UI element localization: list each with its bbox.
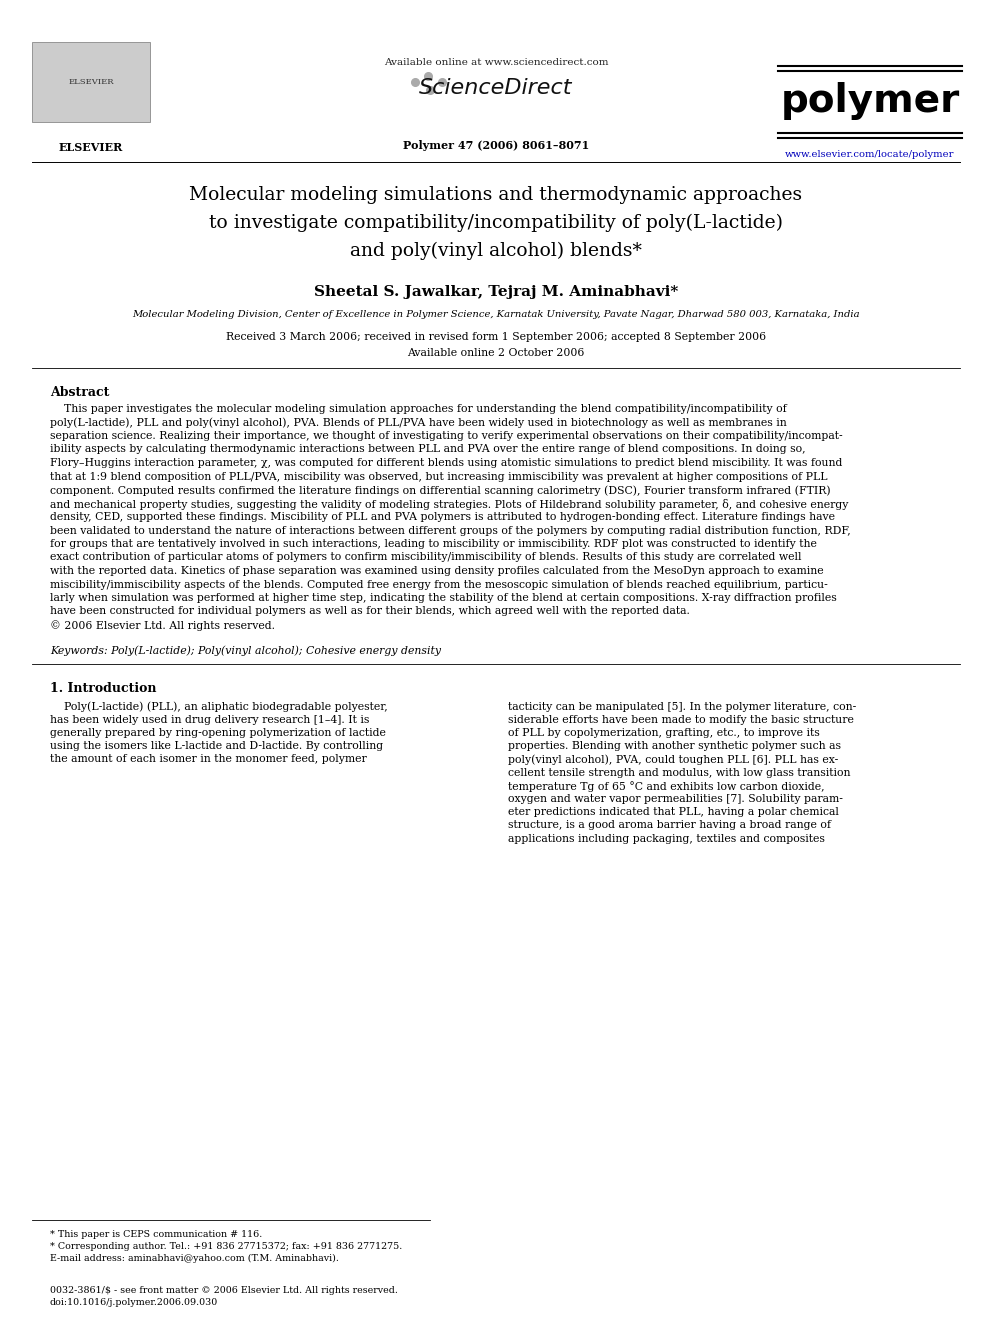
Text: Polymer 47 (2006) 8061–8071: Polymer 47 (2006) 8061–8071 xyxy=(403,140,589,151)
FancyBboxPatch shape xyxy=(32,42,150,122)
Text: oxygen and water vapor permeabilities [7]. Solubility param-: oxygen and water vapor permeabilities [7… xyxy=(508,794,843,804)
Text: Keywords: Poly(L-lactide); Poly(vinyl alcohol); Cohesive energy density: Keywords: Poly(L-lactide); Poly(vinyl al… xyxy=(50,646,441,656)
Text: been validated to understand the nature of interactions between different groups: been validated to understand the nature … xyxy=(50,525,851,536)
Text: eter predictions indicated that PLL, having a polar chemical: eter predictions indicated that PLL, hav… xyxy=(508,807,839,818)
Text: with the reported data. Kinetics of phase separation was examined using density : with the reported data. Kinetics of phas… xyxy=(50,566,823,576)
Text: and mechanical property studies, suggesting the validity of modeling strategies.: and mechanical property studies, suggest… xyxy=(50,499,848,509)
Text: the amount of each isomer in the monomer feed, polymer: the amount of each isomer in the monomer… xyxy=(50,754,367,765)
Text: ELSEVIER: ELSEVIER xyxy=(68,78,114,86)
Text: siderable efforts have been made to modify the basic structure: siderable efforts have been made to modi… xyxy=(508,714,854,725)
Text: © 2006 Elsevier Ltd. All rights reserved.: © 2006 Elsevier Ltd. All rights reserved… xyxy=(50,620,275,631)
Text: that at 1:9 blend composition of PLL/PVA, miscibility was observed, but increasi: that at 1:9 blend composition of PLL/PVA… xyxy=(50,471,827,482)
Text: ibility aspects by calculating thermodynamic interactions between PLL and PVA ov: ibility aspects by calculating thermodyn… xyxy=(50,445,806,455)
Text: exact contribution of particular atoms of polymers to confirm miscibility/immisc: exact contribution of particular atoms o… xyxy=(50,553,802,562)
Text: structure, is a good aroma barrier having a broad range of: structure, is a good aroma barrier havin… xyxy=(508,820,831,831)
Text: Molecular Modeling Division, Center of Excellence in Polymer Science, Karnatak U: Molecular Modeling Division, Center of E… xyxy=(132,310,860,319)
Text: density, CED, supported these findings. Miscibility of PLL and PVA polymers is a: density, CED, supported these findings. … xyxy=(50,512,835,523)
Text: ELSEVIER: ELSEVIER xyxy=(59,142,123,153)
Text: 1. Introduction: 1. Introduction xyxy=(50,681,157,695)
Text: temperature Tg of 65 °C and exhibits low carbon dioxide,: temperature Tg of 65 °C and exhibits low… xyxy=(508,781,824,791)
Text: generally prepared by ring-opening polymerization of lactide: generally prepared by ring-opening polym… xyxy=(50,728,386,738)
Text: * This paper is CEPS communication # 116.: * This paper is CEPS communication # 116… xyxy=(50,1230,262,1240)
Text: poly(L-lactide), PLL and poly(vinyl alcohol), PVA. Blends of PLL/PVA have been w: poly(L-lactide), PLL and poly(vinyl alco… xyxy=(50,418,787,429)
Text: and poly(vinyl alcohol) blends*: and poly(vinyl alcohol) blends* xyxy=(350,242,642,261)
Text: for groups that are tentatively involved in such interactions, leading to miscib: for groups that are tentatively involved… xyxy=(50,538,816,549)
Text: www.elsevier.com/locate/polymer: www.elsevier.com/locate/polymer xyxy=(786,149,954,159)
Text: ScienceDirect: ScienceDirect xyxy=(420,78,572,98)
Text: cellent tensile strength and modulus, with low glass transition: cellent tensile strength and modulus, wi… xyxy=(508,767,850,778)
Text: Abstract: Abstract xyxy=(50,386,109,400)
Text: properties. Blending with another synthetic polymer such as: properties. Blending with another synthe… xyxy=(508,741,841,751)
Text: * Corresponding author. Tel.: +91 836 27715372; fax: +91 836 2771275.: * Corresponding author. Tel.: +91 836 27… xyxy=(50,1242,402,1252)
Text: separation science. Realizing their importance, we thought of investigating to v: separation science. Realizing their impo… xyxy=(50,431,842,441)
Text: E-mail address: aminabhavi@yahoo.com (T.M. Aminabhavi).: E-mail address: aminabhavi@yahoo.com (T.… xyxy=(50,1254,339,1263)
Text: Available online at www.sciencedirect.com: Available online at www.sciencedirect.co… xyxy=(384,58,608,67)
Text: to investigate compatibility/incompatibility of poly(L-lactide): to investigate compatibility/incompatibi… xyxy=(209,214,783,233)
Text: has been widely used in drug delivery research [1–4]. It is: has been widely used in drug delivery re… xyxy=(50,714,369,725)
Text: 0032-3861/$ - see front matter © 2006 Elsevier Ltd. All rights reserved.: 0032-3861/$ - see front matter © 2006 El… xyxy=(50,1286,398,1295)
Text: Sheetal S. Jawalkar, Tejraj M. Aminabhavi*: Sheetal S. Jawalkar, Tejraj M. Aminabhav… xyxy=(313,284,679,299)
Text: applications including packaging, textiles and composites: applications including packaging, textil… xyxy=(508,833,825,844)
Text: doi:10.1016/j.polymer.2006.09.030: doi:10.1016/j.polymer.2006.09.030 xyxy=(50,1298,218,1307)
Text: larly when simulation was performed at higher time step, indicating the stabilit: larly when simulation was performed at h… xyxy=(50,593,836,603)
Text: Molecular modeling simulations and thermodynamic approaches: Molecular modeling simulations and therm… xyxy=(189,187,803,204)
Text: Poly(L-lactide) (PLL), an aliphatic biodegradable polyester,: Poly(L-lactide) (PLL), an aliphatic biod… xyxy=(50,701,388,712)
Text: using the isomers like L-lactide and D-lactide. By controlling: using the isomers like L-lactide and D-l… xyxy=(50,741,383,751)
Text: polymer: polymer xyxy=(781,82,959,120)
Text: Available online 2 October 2006: Available online 2 October 2006 xyxy=(408,348,584,359)
Text: Received 3 March 2006; received in revised form 1 September 2006; accepted 8 Sep: Received 3 March 2006; received in revis… xyxy=(226,332,766,343)
Text: tacticity can be manipulated [5]. In the polymer literature, con-: tacticity can be manipulated [5]. In the… xyxy=(508,701,856,712)
Text: Flory–Huggins interaction parameter, χ, was computed for different blends using : Flory–Huggins interaction parameter, χ, … xyxy=(50,458,842,468)
Text: component. Computed results confirmed the literature findings on differential sc: component. Computed results confirmed th… xyxy=(50,486,830,496)
Text: This paper investigates the molecular modeling simulation approaches for underst: This paper investigates the molecular mo… xyxy=(50,404,787,414)
Text: poly(vinyl alcohol), PVA, could toughen PLL [6]. PLL has ex-: poly(vinyl alcohol), PVA, could toughen … xyxy=(508,754,838,765)
Text: miscibility/immiscibility aspects of the blends. Computed free energy from the m: miscibility/immiscibility aspects of the… xyxy=(50,579,827,590)
Text: have been constructed for individual polymers as well as for their blends, which: have been constructed for individual pol… xyxy=(50,606,689,617)
Text: of PLL by copolymerization, grafting, etc., to improve its: of PLL by copolymerization, grafting, et… xyxy=(508,728,819,738)
